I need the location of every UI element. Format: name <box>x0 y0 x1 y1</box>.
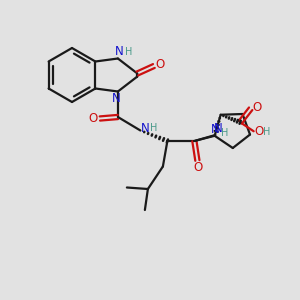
Text: N: N <box>115 45 124 58</box>
Text: O: O <box>254 125 264 138</box>
Text: O: O <box>252 101 261 114</box>
Text: H: H <box>263 127 271 137</box>
Text: H: H <box>125 47 132 57</box>
Text: O: O <box>194 161 202 174</box>
Text: N: N <box>140 122 149 135</box>
Text: N: N <box>213 122 222 136</box>
Text: H: H <box>150 123 158 133</box>
Text: N: N <box>211 123 220 136</box>
Text: N: N <box>112 92 121 105</box>
Text: O: O <box>156 58 165 71</box>
Text: O: O <box>89 112 98 125</box>
Text: H: H <box>221 128 228 138</box>
